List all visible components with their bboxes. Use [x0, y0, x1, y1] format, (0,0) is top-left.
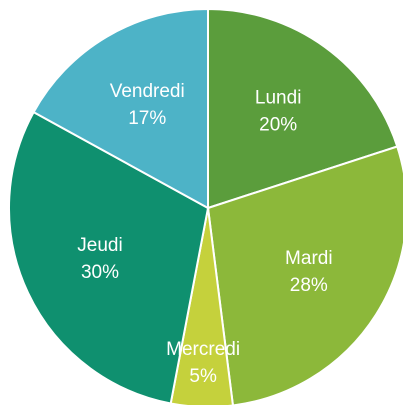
slice-value-label: 20%	[259, 114, 297, 135]
slice-label: Vendredi	[110, 81, 185, 102]
slice-value-label: 17%	[128, 108, 166, 129]
pie-slice	[8, 110, 210, 405]
slice-value-label: 30%	[81, 262, 119, 283]
slice-value-label: 28%	[290, 275, 328, 296]
slice-value-label: 5%	[189, 366, 217, 387]
pie-slice	[32, 7, 209, 210]
pie-slice	[206, 145, 403, 405]
slice-label: Mardi	[285, 248, 333, 269]
pie-slice	[207, 7, 399, 210]
slice-label: Mercredi	[166, 339, 240, 360]
slice-label: Lundi	[255, 87, 302, 108]
slice-label: Jeudi	[77, 235, 122, 256]
